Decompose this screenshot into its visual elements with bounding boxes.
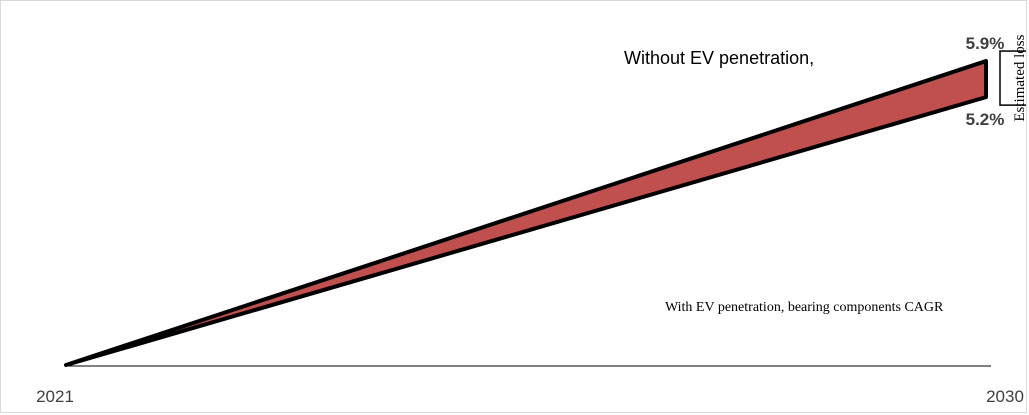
x-tick-label: 2030 [986,387,1024,406]
data-label-with-ev: 5.2% [966,110,1005,129]
loss-area [64,59,988,367]
estimated-loss-label: Estimated loss [1012,34,1027,121]
data-label-without-ev: 5.9% [966,34,1005,53]
estimated-loss-bracket [999,50,1026,106]
annotation-without-ev: Without EV penetration, [624,48,814,68]
x-tick-label: 2021 [36,387,74,406]
annotation-with-ev: With EV penetration, bearing components … [665,300,944,315]
